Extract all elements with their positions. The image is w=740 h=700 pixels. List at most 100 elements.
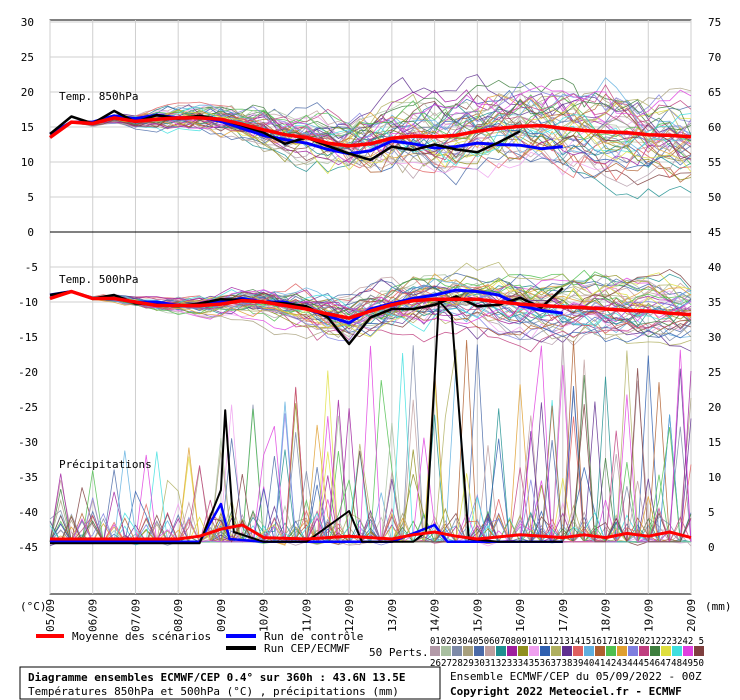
footer-ensemble: Ensemble ECMWF/CEP du 05/09/2022 - 00Z	[450, 670, 702, 683]
pert-swatch	[540, 646, 550, 656]
pert-swatch	[573, 646, 583, 656]
right-tick-label: 55	[708, 156, 721, 169]
right-tick-label: 0	[708, 541, 715, 554]
pert-swatch	[441, 646, 451, 656]
pert-swatch	[584, 646, 594, 656]
t850-label: Temp. 850hPa	[59, 90, 138, 103]
pert-swatch	[496, 646, 506, 656]
mean-precip-line	[50, 523, 692, 541]
pert-swatch	[507, 646, 517, 656]
unit-left-label: (°C)	[20, 600, 47, 613]
footer-copyright: Copyright 2022 Meteociel.fr - ECMWF	[450, 685, 682, 698]
left-tick-label: 25	[21, 51, 34, 64]
date-label: 08/09	[172, 599, 185, 632]
date-label: 14/09	[429, 599, 442, 632]
right-tick-label: 75	[708, 16, 721, 29]
date-label: 10/09	[258, 599, 271, 632]
footer-box	[19, 666, 441, 700]
date-label: 07/09	[129, 599, 142, 632]
mean-t500-line	[49, 289, 692, 320]
unit-right-label: (mm)	[705, 600, 732, 613]
right-tick-label: 65	[708, 86, 721, 99]
pert-swatch	[452, 646, 462, 656]
pert-swatch	[518, 646, 528, 656]
pert-swatch	[485, 646, 495, 656]
left-tick-label: -30	[18, 436, 38, 449]
pert-swatch	[430, 646, 440, 656]
pert-swatch	[606, 646, 616, 656]
pert-swatch	[628, 646, 638, 656]
date-label: 15/09	[471, 599, 484, 632]
footer-title: Diagramme ensembles ECMWF/CEP 0.4° sur 3…	[28, 671, 406, 684]
left-tick-label: -20	[18, 366, 38, 379]
date-label: 19/09	[642, 599, 655, 632]
date-label: 05/09	[44, 599, 57, 632]
t500-label: Temp. 500hPa	[59, 273, 138, 286]
right-tick-label: 40	[708, 261, 721, 274]
pert-swatch	[463, 646, 473, 656]
left-tick-label: -40	[18, 506, 38, 519]
pert-swatch	[650, 646, 660, 656]
date-label: 12/09	[343, 599, 356, 632]
left-tick-label: 10	[21, 156, 34, 169]
right-tick-label: 45	[708, 226, 721, 239]
left-tick-label: -45	[18, 541, 38, 554]
left-tick-label: -25	[18, 401, 38, 414]
left-tick-label: -10	[18, 296, 38, 309]
legend-mean-label: Moyenne des scénarios	[72, 630, 211, 643]
pert-line-850	[49, 94, 692, 155]
main-series-lines	[48, 109, 692, 545]
left-tick-label: 15	[21, 121, 34, 134]
pert-swatch	[474, 646, 484, 656]
pert-swatch	[551, 646, 561, 656]
left-tick-label: -35	[18, 471, 38, 484]
right-tick-label: 50	[708, 191, 721, 204]
legend-perts-row2: 2627282930313233343536373839404142434445…	[430, 658, 704, 669]
right-tick-label: 70	[708, 51, 721, 64]
pert-swatch	[595, 646, 605, 656]
footer-subtitle: Températures 850hPa et 500hPa (°C) , pré…	[28, 685, 399, 698]
pert-line-850	[49, 108, 692, 174]
date-label: 11/09	[300, 599, 313, 632]
mean-t850-line	[48, 116, 692, 148]
pert-line-850	[49, 103, 692, 179]
pert-swatch	[661, 646, 671, 656]
right-tick-label: 5	[708, 506, 715, 519]
right-tick-label: 20	[708, 401, 721, 414]
pert-swatch	[562, 646, 572, 656]
right-tick-label: 10	[708, 471, 721, 484]
legend-perts-label: 50 Perts.	[369, 646, 429, 659]
date-label: 16/09	[514, 599, 527, 632]
date-label: 20/09	[685, 599, 698, 632]
right-tick-label: 60	[708, 121, 721, 134]
left-tick-label: 30	[21, 16, 34, 29]
pert-swatch	[529, 646, 539, 656]
left-tick-label: 20	[21, 86, 34, 99]
legend-control-label: Run de contrôle	[264, 630, 363, 643]
pert-swatch	[683, 646, 693, 656]
date-label: 17/09	[557, 599, 570, 632]
pert-line-500	[49, 290, 692, 353]
right-tick-label: 30	[708, 331, 721, 344]
cep-t850-line	[49, 109, 521, 162]
pert-swatch	[639, 646, 649, 656]
pert-line-850	[49, 119, 692, 186]
legend-pert-swatches	[430, 646, 704, 656]
left-tick-label: 0	[27, 226, 34, 239]
left-tick-label: -5	[25, 261, 38, 274]
date-axis-labels: 05/09 06/09 07/09 08/09 09/09 10/09 11/09 12/09…	[44, 599, 698, 632]
precip-label: Précipitations	[59, 458, 152, 471]
pert-line-850	[49, 117, 692, 163]
pert-line-850	[49, 100, 692, 149]
pert-line-500	[49, 278, 692, 327]
left-tick-label: -15	[18, 331, 38, 344]
date-label: 06/09	[87, 599, 100, 632]
right-tick-label: 35	[708, 296, 721, 309]
legend-cep-label: Run CEP/ECMWF	[264, 642, 350, 655]
control-t850-line	[49, 113, 563, 156]
pert-line-850	[49, 99, 692, 149]
date-label: 13/09	[386, 599, 399, 632]
left-axis-ticks: 30 25 20 15 10 5 0 -5 -10 -15 -20 -25 -30 -35 -40 -45	[18, 16, 38, 554]
